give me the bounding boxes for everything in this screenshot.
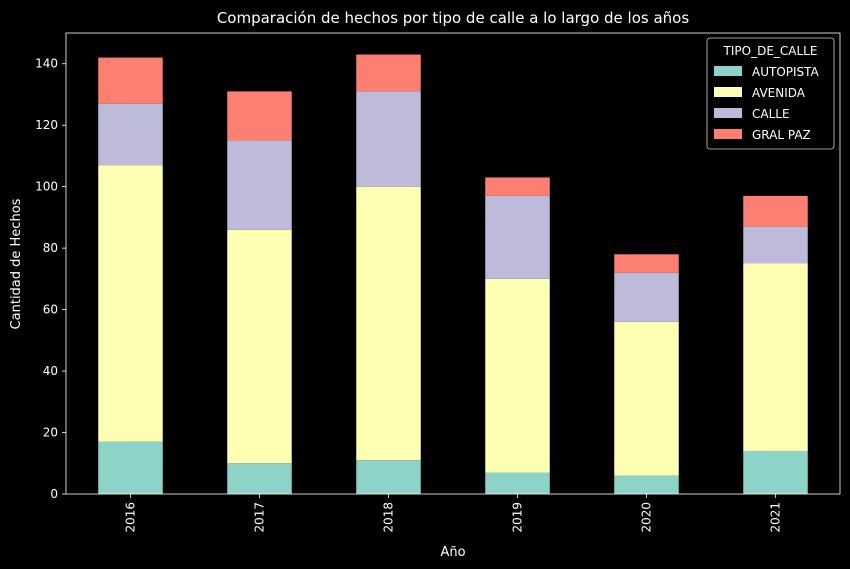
y-tick-label: 0 — [50, 487, 58, 501]
legend-label-avenida: AVENIDA — [752, 86, 806, 100]
y-tick-label: 80 — [43, 241, 58, 255]
y-tick-label: 40 — [43, 364, 58, 378]
y-axis-label: Cantidad de Hechos — [9, 198, 24, 329]
bars-group — [98, 54, 808, 494]
x-axis-label: Año — [440, 545, 465, 560]
x-tick-label: 2020 — [640, 502, 654, 533]
bar-gral-paz-2016 — [98, 57, 163, 104]
y-axis: 0 20 40 60 80 100 120 140 — [35, 57, 66, 501]
legend-swatch-calle — [714, 108, 742, 118]
bar-autopista-2019 — [485, 472, 550, 494]
y-tick-label: 20 — [43, 426, 58, 440]
legend-swatch-avenida — [714, 87, 742, 97]
x-axis: 2016 2017 2018 2019 2020 2021 — [124, 494, 783, 533]
bar-autopista-2016 — [98, 441, 163, 494]
bar-calle-2017 — [227, 140, 292, 230]
bar-autopista-2018 — [356, 460, 421, 494]
x-tick-label: 2017 — [253, 502, 267, 533]
bar-avenida-2017 — [227, 229, 292, 464]
legend-box — [706, 37, 835, 150]
bar-avenida-2018 — [356, 186, 421, 461]
y-tick-label: 60 — [43, 303, 58, 317]
legend-label-gral-paz: GRAL PAZ — [752, 128, 811, 142]
bar-calle-2016 — [98, 103, 163, 166]
legend-label-autopista: AUTOPISTA — [752, 65, 820, 79]
bar-gral-paz-2018 — [356, 54, 421, 92]
bar-avenida-2016 — [98, 165, 163, 442]
bar-calle-2020 — [614, 272, 679, 322]
bar-autopista-2017 — [227, 463, 292, 494]
bar-gral-paz-2019 — [485, 177, 550, 196]
bar-avenida-2020 — [614, 321, 679, 476]
bar-gral-paz-2021 — [743, 195, 808, 227]
x-tick-label: 2016 — [124, 502, 138, 533]
bar-autopista-2021 — [743, 450, 808, 494]
bar-calle-2018 — [356, 91, 421, 187]
bar-gral-paz-2017 — [227, 91, 292, 141]
x-tick-label: 2019 — [511, 502, 525, 533]
y-tick-label: 100 — [35, 180, 58, 194]
x-tick-label: 2018 — [382, 502, 396, 533]
y-tick-label: 140 — [35, 57, 58, 71]
legend-label-calle: CALLE — [752, 107, 790, 121]
bar-avenida-2021 — [743, 263, 808, 451]
plot-frame — [65, 32, 841, 495]
legend-swatch-gral-paz — [714, 129, 742, 139]
bar-autopista-2020 — [614, 475, 679, 494]
chart-title: Comparación de hechos por tipo de calle … — [217, 9, 690, 27]
legend: TIPO_DE_CALLE AUTOPISTA AVENIDA CALLE GRAL P… — [706, 37, 835, 150]
legend-title: TIPO_DE_CALLE — [723, 44, 818, 58]
bar-gral-paz-2020 — [614, 254, 679, 273]
bar-calle-2021 — [743, 226, 808, 264]
y-tick-label: 120 — [35, 118, 58, 132]
x-tick-label: 2021 — [769, 502, 783, 533]
legend-swatch-autopista — [714, 66, 742, 76]
bar-calle-2019 — [485, 195, 550, 279]
bar-avenida-2019 — [485, 278, 550, 473]
